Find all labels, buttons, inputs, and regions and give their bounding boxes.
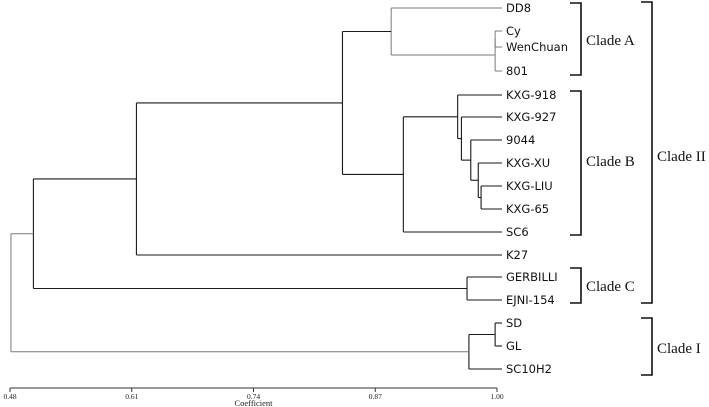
clade-ii-label: Clade II	[657, 149, 706, 165]
clade-i-label: Clade I	[657, 341, 701, 357]
clade-b-label: Clade B	[586, 154, 635, 170]
leaf-kxg-918: KXG-918	[506, 88, 556, 102]
leaf-dd8: DD8	[506, 1, 531, 15]
tick-label-3: 0.87	[369, 392, 382, 401]
leaf-sc10h2: SC10H2	[506, 362, 552, 376]
leaf-gl: GL	[506, 339, 522, 353]
leaf-wenchuan: WenChuan	[506, 40, 568, 54]
clade-b-bracket	[570, 90, 582, 236]
clade-ii-bracket	[641, 1, 653, 304]
leaf-kxg-927: KXG-927	[506, 110, 556, 124]
leaf-gerbilli: GERBILLI	[506, 270, 558, 284]
leaf-kxg-65: KXG-65	[506, 202, 549, 216]
leaf-sc6: SC6	[506, 225, 529, 239]
leaf-labels: DD8 Cy WenChuan 801 KXG-918 KXG-927 9044…	[506, 1, 568, 376]
leaf-801: 801	[506, 64, 528, 78]
leaf-9044: 9044	[506, 133, 535, 147]
tick-label-4: 1.00	[490, 392, 503, 401]
dendrogram-branches	[10, 7, 502, 370]
leaf-k27: K27	[506, 248, 528, 262]
axis-title: Coefficient	[234, 398, 273, 407]
clade-a-bracket	[570, 2, 582, 76]
leaf-kxg-liu: KXG-LIU	[506, 179, 553, 193]
leaf-sd: SD	[506, 316, 522, 330]
coefficient-axis: 0.48 0.61 0.74 0.87 1.00 Coefficient	[3, 387, 504, 407]
leaf-kxg-xu: KXG-XU	[506, 156, 550, 170]
leaf-ejni-154: EJNI-154	[506, 293, 555, 307]
tick-label-2: 0.74	[247, 392, 260, 401]
clade-c-label: Clade C	[586, 279, 635, 295]
clade-a-label: Clade A	[586, 33, 635, 49]
clade-c-bracket	[570, 267, 582, 304]
leaf-cy: Cy	[506, 24, 521, 38]
tick-label-1: 0.61	[125, 392, 138, 401]
tick-label-0: 0.48	[3, 392, 16, 401]
clade-i-bracket	[641, 317, 653, 376]
